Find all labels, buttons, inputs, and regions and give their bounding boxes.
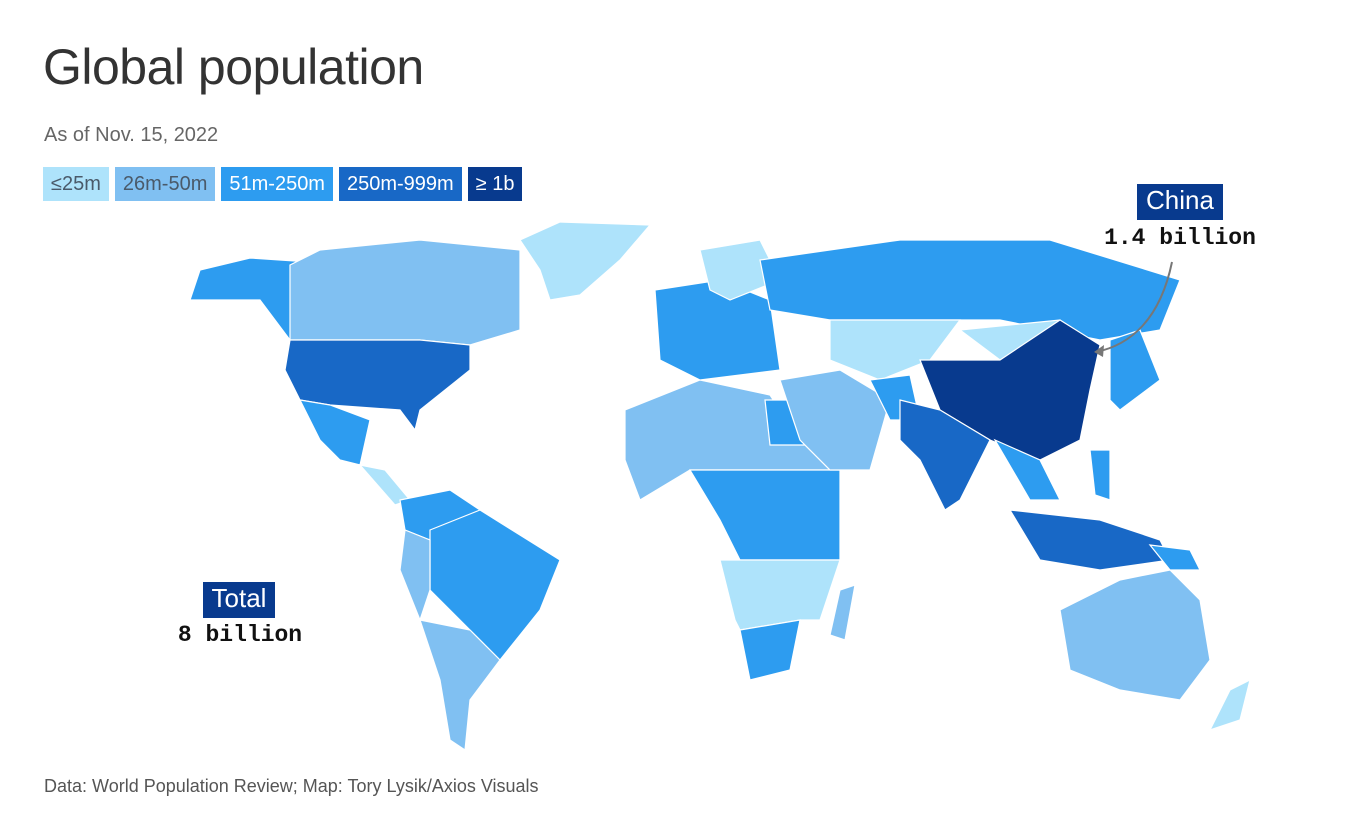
country-region bbox=[688, 469, 841, 561]
country-region bbox=[993, 438, 1061, 501]
annotation-value: 8 billion bbox=[178, 622, 302, 648]
label-box bbox=[1137, 184, 1223, 220]
country-region bbox=[759, 239, 1181, 341]
country-region bbox=[779, 369, 891, 471]
arrow bbox=[1095, 261, 1173, 353]
country-region bbox=[1109, 329, 1161, 411]
country-region bbox=[284, 339, 471, 432]
regions bbox=[189, 221, 1251, 752]
country-region bbox=[1208, 678, 1251, 732]
subtitle: As of Nov. 15, 2022 bbox=[44, 124, 219, 146]
country-region bbox=[1148, 544, 1201, 571]
country-region bbox=[829, 584, 856, 641]
legend-item: ≥ 1b bbox=[467, 167, 523, 201]
country-region bbox=[419, 619, 501, 752]
country-region bbox=[1089, 449, 1111, 501]
label-box bbox=[203, 582, 275, 618]
country-region bbox=[899, 399, 991, 511]
country-region bbox=[699, 239, 781, 301]
source: Data: World Population Review; Map: Tory… bbox=[44, 776, 539, 796]
country-region bbox=[1008, 509, 1171, 571]
legend-item: 26m-50m bbox=[114, 167, 216, 201]
arrow-head bbox=[1094, 345, 1104, 357]
legend-item: ≤25m bbox=[43, 167, 109, 201]
country-region bbox=[519, 221, 652, 301]
annotation-label: China bbox=[1146, 185, 1214, 215]
country-region bbox=[298, 399, 371, 466]
title: Global population bbox=[43, 39, 424, 95]
legend-item: 51m-250m bbox=[221, 167, 333, 201]
country-region bbox=[719, 559, 841, 631]
annotation-label: Total bbox=[212, 583, 267, 613]
country-region bbox=[829, 319, 962, 381]
country-region bbox=[429, 509, 561, 661]
country-region bbox=[654, 279, 781, 381]
legend: ≤25m 26m-50m 51m-250m 250m-999m ≥ 1b bbox=[43, 167, 523, 201]
country-region bbox=[289, 239, 521, 346]
country-region bbox=[1059, 569, 1211, 701]
country-region bbox=[399, 529, 431, 622]
legend-item: 250m-999m bbox=[338, 167, 462, 201]
country-region bbox=[739, 619, 801, 681]
annotation-value: 1.4 billion bbox=[1104, 225, 1256, 251]
